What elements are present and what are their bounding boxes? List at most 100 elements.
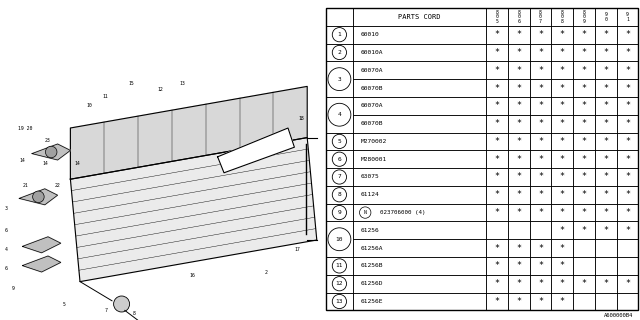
Bar (326, 8, 353, 26)
Bar (530, 132, 552, 150)
Text: 2: 2 (264, 269, 267, 275)
Text: *: * (560, 208, 564, 217)
Bar (552, 221, 573, 239)
Text: 61256D: 61256D (361, 281, 383, 286)
Bar (353, 115, 486, 132)
Text: *: * (516, 190, 521, 199)
Text: *: * (560, 66, 564, 75)
Text: A600000B4: A600000B4 (604, 313, 634, 318)
Text: 60070A: 60070A (361, 68, 383, 73)
Bar (573, 257, 595, 275)
Text: *: * (582, 84, 586, 92)
Text: *: * (625, 172, 630, 181)
Text: *: * (560, 119, 564, 128)
Text: 18: 18 (298, 116, 303, 121)
Text: *: * (625, 30, 630, 39)
Polygon shape (218, 128, 294, 173)
Bar (508, 79, 530, 97)
Text: *: * (516, 66, 521, 75)
Bar (595, 292, 616, 310)
Bar (530, 168, 552, 186)
Circle shape (33, 191, 44, 203)
Text: 9: 9 (12, 285, 14, 291)
Bar (616, 204, 638, 221)
Text: *: * (516, 208, 521, 217)
Bar (595, 168, 616, 186)
Text: *: * (560, 48, 564, 57)
Text: 23: 23 (45, 138, 51, 143)
Text: 61256B: 61256B (361, 263, 383, 268)
Text: 16: 16 (189, 273, 195, 278)
Bar (530, 239, 552, 257)
Bar (616, 221, 638, 239)
Bar (353, 44, 486, 61)
Text: *: * (604, 66, 608, 75)
Text: *: * (604, 190, 608, 199)
Text: 5: 5 (337, 139, 341, 144)
Bar (486, 275, 508, 292)
Bar (595, 132, 616, 150)
Text: *: * (560, 226, 564, 235)
Bar (616, 275, 638, 292)
Bar (508, 44, 530, 61)
Text: 12: 12 (335, 281, 343, 286)
Text: 60010: 60010 (361, 32, 380, 37)
Text: *: * (625, 279, 630, 288)
Text: 60070B: 60070B (361, 121, 383, 126)
Text: *: * (625, 48, 630, 57)
Polygon shape (32, 144, 70, 160)
Text: 10: 10 (87, 103, 92, 108)
Text: 5: 5 (63, 301, 65, 307)
Text: *: * (538, 297, 543, 306)
Text: *: * (582, 279, 586, 288)
Bar (595, 97, 616, 115)
Bar (508, 204, 530, 221)
Bar (353, 257, 486, 275)
Bar (573, 132, 595, 150)
Polygon shape (22, 256, 61, 272)
Text: 8: 8 (133, 311, 136, 316)
Bar (486, 97, 508, 115)
Bar (573, 97, 595, 115)
Text: *: * (495, 84, 499, 92)
Bar (353, 61, 486, 79)
Bar (573, 79, 595, 97)
Bar (616, 257, 638, 275)
Bar (616, 132, 638, 150)
Bar (353, 132, 486, 150)
Text: *: * (560, 101, 564, 110)
Bar (573, 115, 595, 132)
Text: 9
0: 9 0 (604, 12, 607, 22)
Text: *: * (582, 30, 586, 39)
Text: M270002: M270002 (361, 139, 387, 144)
Text: 14: 14 (20, 157, 25, 163)
Text: *: * (582, 155, 586, 164)
Text: *: * (582, 48, 586, 57)
Bar (353, 150, 486, 168)
Text: *: * (538, 190, 543, 199)
Bar (530, 257, 552, 275)
Bar (353, 79, 486, 97)
Bar (508, 97, 530, 115)
Bar (530, 292, 552, 310)
Bar (573, 275, 595, 292)
Bar (616, 44, 638, 61)
Text: 60070A: 60070A (361, 103, 383, 108)
Text: *: * (538, 244, 543, 253)
Text: *: * (538, 208, 543, 217)
Text: M280001: M280001 (361, 157, 387, 162)
Text: *: * (582, 208, 586, 217)
Text: 17: 17 (295, 247, 300, 252)
Text: *: * (495, 101, 499, 110)
Text: 2: 2 (337, 50, 341, 55)
Text: *: * (538, 172, 543, 181)
Bar (486, 8, 508, 26)
Polygon shape (70, 138, 317, 282)
Text: *: * (582, 172, 586, 181)
Bar (326, 61, 353, 97)
Text: *: * (582, 190, 586, 199)
Text: 10: 10 (335, 237, 343, 242)
Bar (353, 221, 486, 239)
Bar (508, 257, 530, 275)
Bar (552, 97, 573, 115)
